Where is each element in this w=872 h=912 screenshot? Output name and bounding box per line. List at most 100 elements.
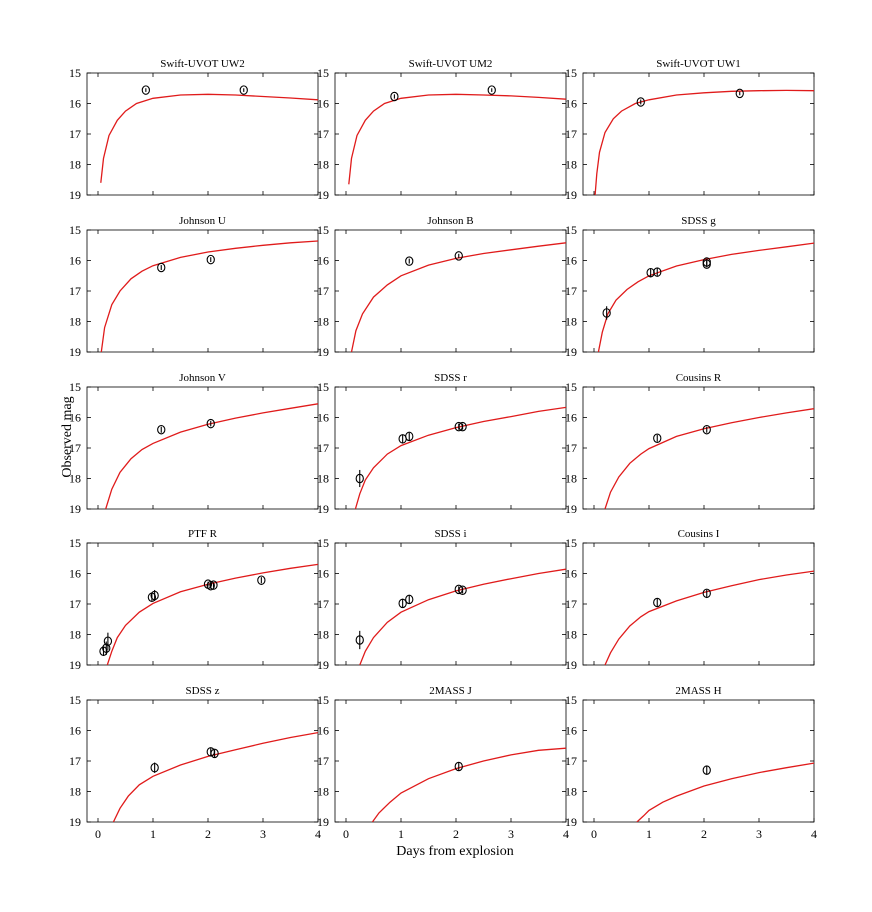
y-tick-label: 18: [317, 158, 329, 172]
y-tick-label: 16: [317, 567, 329, 581]
y-tick-label: 16: [69, 411, 81, 425]
model-curve: [112, 731, 318, 822]
y-tick-label: 15: [69, 66, 81, 80]
y-tick-label: 19: [565, 658, 577, 672]
model-curve: [604, 570, 814, 665]
model-curve: [100, 93, 318, 183]
data-point: [653, 433, 662, 443]
y-tick-label: 15: [317, 693, 329, 707]
x-tick-label: 1: [150, 827, 156, 841]
y-tick-label: 18: [317, 472, 329, 486]
panel: 2MASS H 15 16 17 18 19 0 1 2 3 4: [565, 685, 817, 841]
data-point: [702, 765, 711, 775]
y-tick-label: 18: [565, 785, 577, 799]
panel-title: Cousins R: [676, 372, 722, 384]
x-tick-label: 0: [343, 827, 349, 841]
panels-group: Swift-UVOT UW2 15 16 17 18 19 Swift-UVOT UM2 15…: [69, 58, 817, 841]
data-point: [206, 418, 215, 429]
panel-frame: [334, 72, 567, 196]
model-curve: [105, 403, 318, 509]
data-point: [702, 588, 711, 599]
y-tick-label: 16: [69, 724, 81, 738]
y-tick-label: 15: [317, 380, 329, 394]
data-point: [405, 431, 414, 442]
panel-title: SDSS r: [434, 372, 467, 384]
y-tick-label: 19: [565, 188, 577, 202]
data-point: [454, 761, 463, 772]
y-tick-label: 19: [317, 658, 329, 672]
panel-frame: [334, 386, 567, 510]
y-tick-label: 15: [565, 223, 577, 237]
y-tick-label: 18: [69, 158, 81, 172]
data-point: [210, 748, 219, 759]
y-tick-label: 15: [317, 66, 329, 80]
y-tick-label: 15: [69, 223, 81, 237]
y-tick-label: 19: [565, 345, 577, 359]
model-curve: [594, 89, 814, 195]
model-curve: [350, 242, 566, 352]
data-point: [405, 256, 414, 266]
y-tick-label: 15: [69, 536, 81, 550]
data-point: [206, 580, 215, 591]
panel-title: Johnson B: [427, 215, 473, 227]
panel-title: SDSS z: [186, 685, 220, 697]
y-tick-label: 17: [565, 597, 577, 611]
panel-frame: [86, 386, 319, 510]
y-axis-label: Observed mag: [60, 396, 75, 477]
data-point: [257, 575, 266, 585]
model-curve: [604, 408, 814, 509]
panel-frame: [582, 72, 815, 196]
data-point: [702, 259, 711, 269]
y-tick-label: 18: [317, 628, 329, 642]
y-tick-label: 16: [69, 254, 81, 268]
data-point: [355, 635, 364, 645]
panel-frame: [86, 542, 319, 666]
y-tick-label: 17: [69, 597, 81, 611]
panel: SDSS i 15 16 17 18 19: [317, 528, 567, 672]
data-point: [487, 85, 496, 95]
data-point: [99, 646, 108, 657]
panel-title: SDSS i: [434, 528, 466, 540]
model-curve: [348, 93, 566, 185]
model-curve: [106, 563, 318, 665]
y-tick-label: 15: [565, 380, 577, 394]
y-tick-label: 16: [317, 411, 329, 425]
y-tick-label: 16: [317, 97, 329, 111]
y-tick-label: 17: [565, 754, 577, 768]
y-tick-label: 19: [565, 815, 577, 829]
y-tick-label: 17: [565, 127, 577, 141]
y-tick-label: 16: [69, 567, 81, 581]
data-point: [150, 590, 159, 601]
y-tick-label: 16: [565, 254, 577, 268]
y-tick-label: 17: [317, 284, 329, 298]
x-tick-label: 3: [756, 827, 762, 841]
y-tick-label: 15: [565, 536, 577, 550]
y-tick-label: 18: [565, 628, 577, 642]
y-tick-label: 18: [69, 472, 81, 486]
y-tick-label: 19: [317, 815, 329, 829]
y-tick-label: 16: [565, 724, 577, 738]
model-curve: [359, 568, 566, 665]
panel: Swift-UVOT UW2 15 16 17 18 19: [69, 58, 319, 202]
panel: 2MASS J 15 16 17 18 19 0 1 2 3 4: [317, 685, 569, 841]
data-point: [653, 597, 662, 608]
data-point: [102, 643, 111, 653]
data-point: [646, 267, 655, 278]
data-point: [636, 97, 645, 107]
panel-title: 2MASS H: [675, 685, 721, 697]
panel-frame: [582, 386, 815, 510]
x-tick-label: 0: [591, 827, 597, 841]
model-curve: [100, 240, 318, 352]
data-point: [157, 424, 166, 435]
model-curve: [371, 747, 566, 822]
y-tick-label: 19: [317, 502, 329, 516]
x-tick-label: 3: [260, 827, 266, 841]
panel-title: SDSS g: [681, 215, 716, 227]
y-tick-label: 18: [317, 315, 329, 329]
y-tick-label: 15: [317, 536, 329, 550]
y-tick-label: 17: [565, 284, 577, 298]
y-tick-label: 19: [565, 502, 577, 516]
panel-frame: [334, 699, 567, 823]
model-curve: [597, 242, 814, 352]
